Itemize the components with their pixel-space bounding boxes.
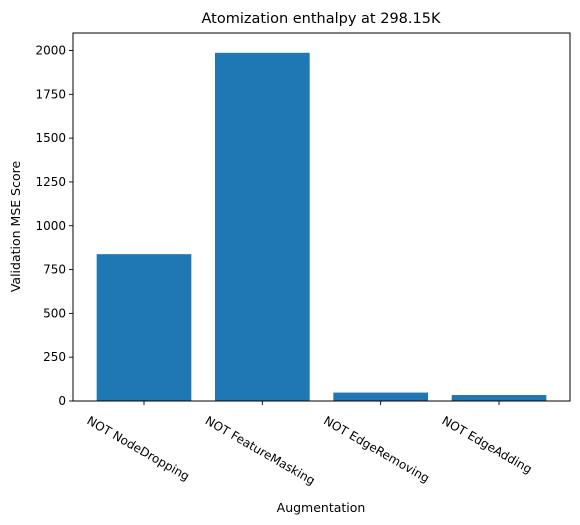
bars-group bbox=[96, 52, 547, 402]
x-tick-label: NOT FeatureMasking bbox=[203, 413, 318, 487]
plot-frame bbox=[72, 32, 571, 402]
x-tick-label: NOT NodeDropping bbox=[85, 413, 192, 483]
y-tick-label: 2000 bbox=[35, 44, 66, 58]
x-axis: NOT NodeDropping NOT FeatureMasking NOT Ed… bbox=[85, 401, 535, 488]
y-axis: 0 250 500 750 1000 1250 1500 1750 2000 bbox=[35, 44, 73, 408]
x-tick-label: NOT EdgeAdding bbox=[440, 413, 535, 476]
x-tick-label: NOT EdgeRemoving bbox=[321, 413, 432, 485]
bar bbox=[333, 392, 428, 401]
y-tick-label: 1750 bbox=[35, 87, 66, 101]
bar bbox=[96, 254, 192, 401]
y-tick-label: 0 bbox=[58, 394, 66, 408]
y-tick-label: 1500 bbox=[35, 131, 66, 145]
y-tick-label: 1000 bbox=[35, 219, 66, 233]
x-axis-label: Augmentation bbox=[277, 500, 366, 515]
y-axis-label: Validation MSE Score bbox=[8, 161, 23, 293]
y-tick-label: 500 bbox=[43, 306, 66, 320]
bar bbox=[451, 395, 547, 401]
y-tick-label: 1250 bbox=[35, 175, 66, 189]
y-tick-label: 250 bbox=[43, 350, 66, 364]
y-tick-label: 750 bbox=[43, 263, 66, 277]
chart-title: Atomization enthalpy at 298.15K bbox=[202, 11, 441, 27]
bar bbox=[215, 52, 310, 402]
